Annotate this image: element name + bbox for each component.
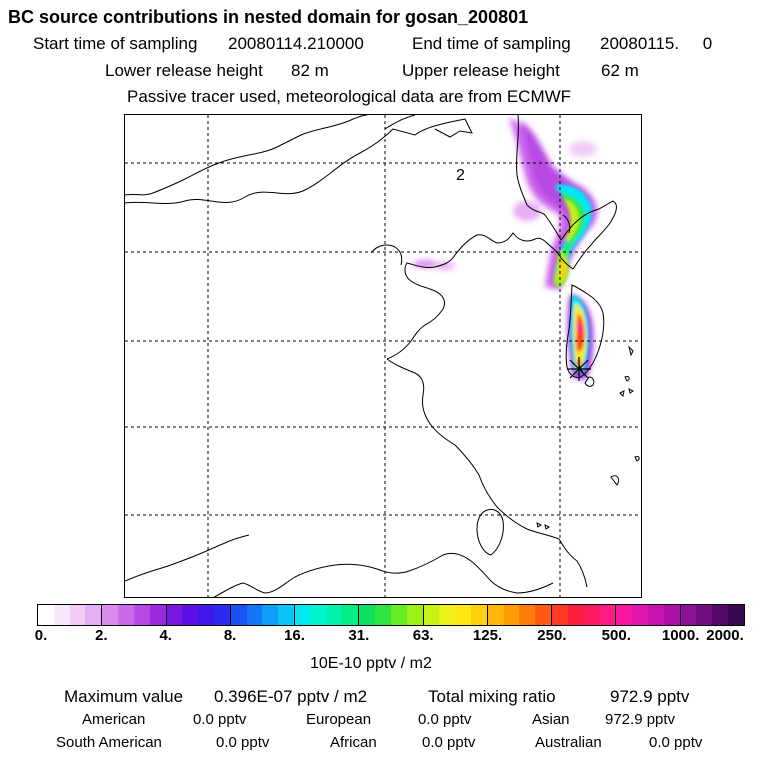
colorbar-segment [38, 605, 54, 625]
upper-height-value: 62 m [601, 61, 639, 80]
colorbar-segment [616, 605, 633, 625]
colorbar-segment [213, 605, 231, 625]
colorbar-tick-label: 500. [601, 627, 631, 644]
colorbar-segment [680, 605, 697, 625]
map-grid [125, 115, 641, 597]
colorbar-segment [470, 605, 488, 625]
end-time-value: 20080115. 0 [600, 34, 713, 53]
colorbar-segment [53, 605, 70, 625]
region-name-european: European [306, 711, 372, 728]
region-name-african: African [330, 734, 377, 751]
colorbar-segment [535, 605, 552, 625]
colorbar-tick-label: 16. [284, 627, 305, 644]
colorbar-segment [69, 605, 86, 625]
colorbar [37, 604, 745, 626]
map-frame: 2 [124, 114, 642, 598]
colorbar-segment [359, 605, 376, 625]
region-value-african: 0.0 pptv [422, 734, 476, 751]
colorbar-segment [439, 605, 456, 625]
colorbar-segment [278, 605, 295, 625]
colorbar-segment [133, 605, 150, 625]
colorbar-tick-label: 125. [472, 627, 503, 644]
region-name-south-american: South American [56, 734, 162, 751]
colorbar-tick-label: 63. [412, 627, 434, 644]
release-marker-label: 2 [456, 167, 465, 184]
start-time-value: 20080114.210000 [228, 34, 364, 53]
colorbar-segment [727, 605, 744, 625]
plot-title: BC source contributions in nested domain… [8, 7, 529, 27]
colorbar-segment [663, 605, 681, 625]
total-mixing-value: 972.9 pptv [610, 687, 690, 706]
colorbar-segment [198, 605, 214, 625]
colorbar-segment [149, 605, 167, 625]
colorbar-tick-label: 8. [223, 627, 237, 644]
colorbar-segment [85, 605, 103, 625]
lower-height-value: 82 m [291, 61, 329, 80]
colorbar-segment [246, 605, 263, 625]
region-value-american: 0.0 pptv [193, 711, 247, 728]
colorbar-segment [326, 605, 343, 625]
colorbar-segment [406, 605, 424, 625]
colorbar-segment [455, 605, 471, 625]
colorbar-segment [166, 605, 183, 625]
max-value-label: Maximum value [64, 687, 184, 706]
end-time-label: End time of sampling [412, 34, 571, 53]
colorbar-segment [310, 605, 327, 625]
colorbar-segment [487, 605, 504, 625]
tracer-note: Passive tracer used, meteorological data… [127, 87, 572, 106]
region-value-european: 0.0 pptv [418, 711, 472, 728]
region-value-south-american: 0.0 pptv [216, 734, 270, 751]
colorbar-segment [295, 605, 311, 625]
colorbar-segment [647, 605, 664, 625]
colorbar-segment [230, 605, 247, 625]
map-canvas: 2 [125, 115, 641, 597]
colorbar-tick-label: 2000. [706, 627, 744, 644]
coastlines [125, 115, 640, 597]
receptor-marker-icon [567, 357, 591, 381]
lower-height-label: Lower release height [105, 61, 263, 80]
colorbar-tick-label: 4. [159, 627, 172, 644]
region-name-asian: Asian [532, 711, 570, 728]
max-value: 0.396E-07 pptv / m2 [214, 687, 368, 706]
region-name-american: American [82, 711, 146, 728]
region-value-australian: 0.0 pptv [649, 734, 703, 751]
colorbar-tick-label: 0. [34, 627, 48, 644]
colorbar-segment [390, 605, 407, 625]
colorbar-segment [102, 605, 119, 625]
colorbar-unit: 10E-10 pptv / m2 [310, 655, 432, 672]
colorbar-segment [696, 605, 713, 625]
colorbar-segment [182, 605, 199, 625]
colorbar-segment [503, 605, 520, 625]
colorbar-segment [712, 605, 728, 625]
colorbar-tick-label: 250. [537, 627, 567, 644]
colorbar-segment [342, 605, 360, 625]
total-mixing-label: Total mixing ratio [428, 687, 556, 706]
colorbar-segment [423, 605, 440, 625]
colorbar-tick-label: 31. [348, 627, 370, 644]
colorbar-tick-label: 1000. [661, 627, 700, 644]
colorbar-tick-label: 2. [95, 627, 108, 644]
region-value-asian: 972.9 pptv [605, 711, 676, 728]
colorbar-segment [262, 605, 279, 625]
start-time-label: Start time of sampling [33, 34, 198, 53]
colorbar-segment [567, 605, 584, 625]
colorbar-segment [552, 605, 568, 625]
colorbar-segment [599, 605, 617, 625]
colorbar-segment [118, 605, 134, 625]
upper-height-label: Upper release height [402, 61, 560, 80]
region-name-australian: Australian [535, 734, 602, 751]
colorbar-segment [519, 605, 536, 625]
colorbar-segment [632, 605, 648, 625]
colorbar-segment [375, 605, 391, 625]
colorbar-segment [583, 605, 600, 625]
